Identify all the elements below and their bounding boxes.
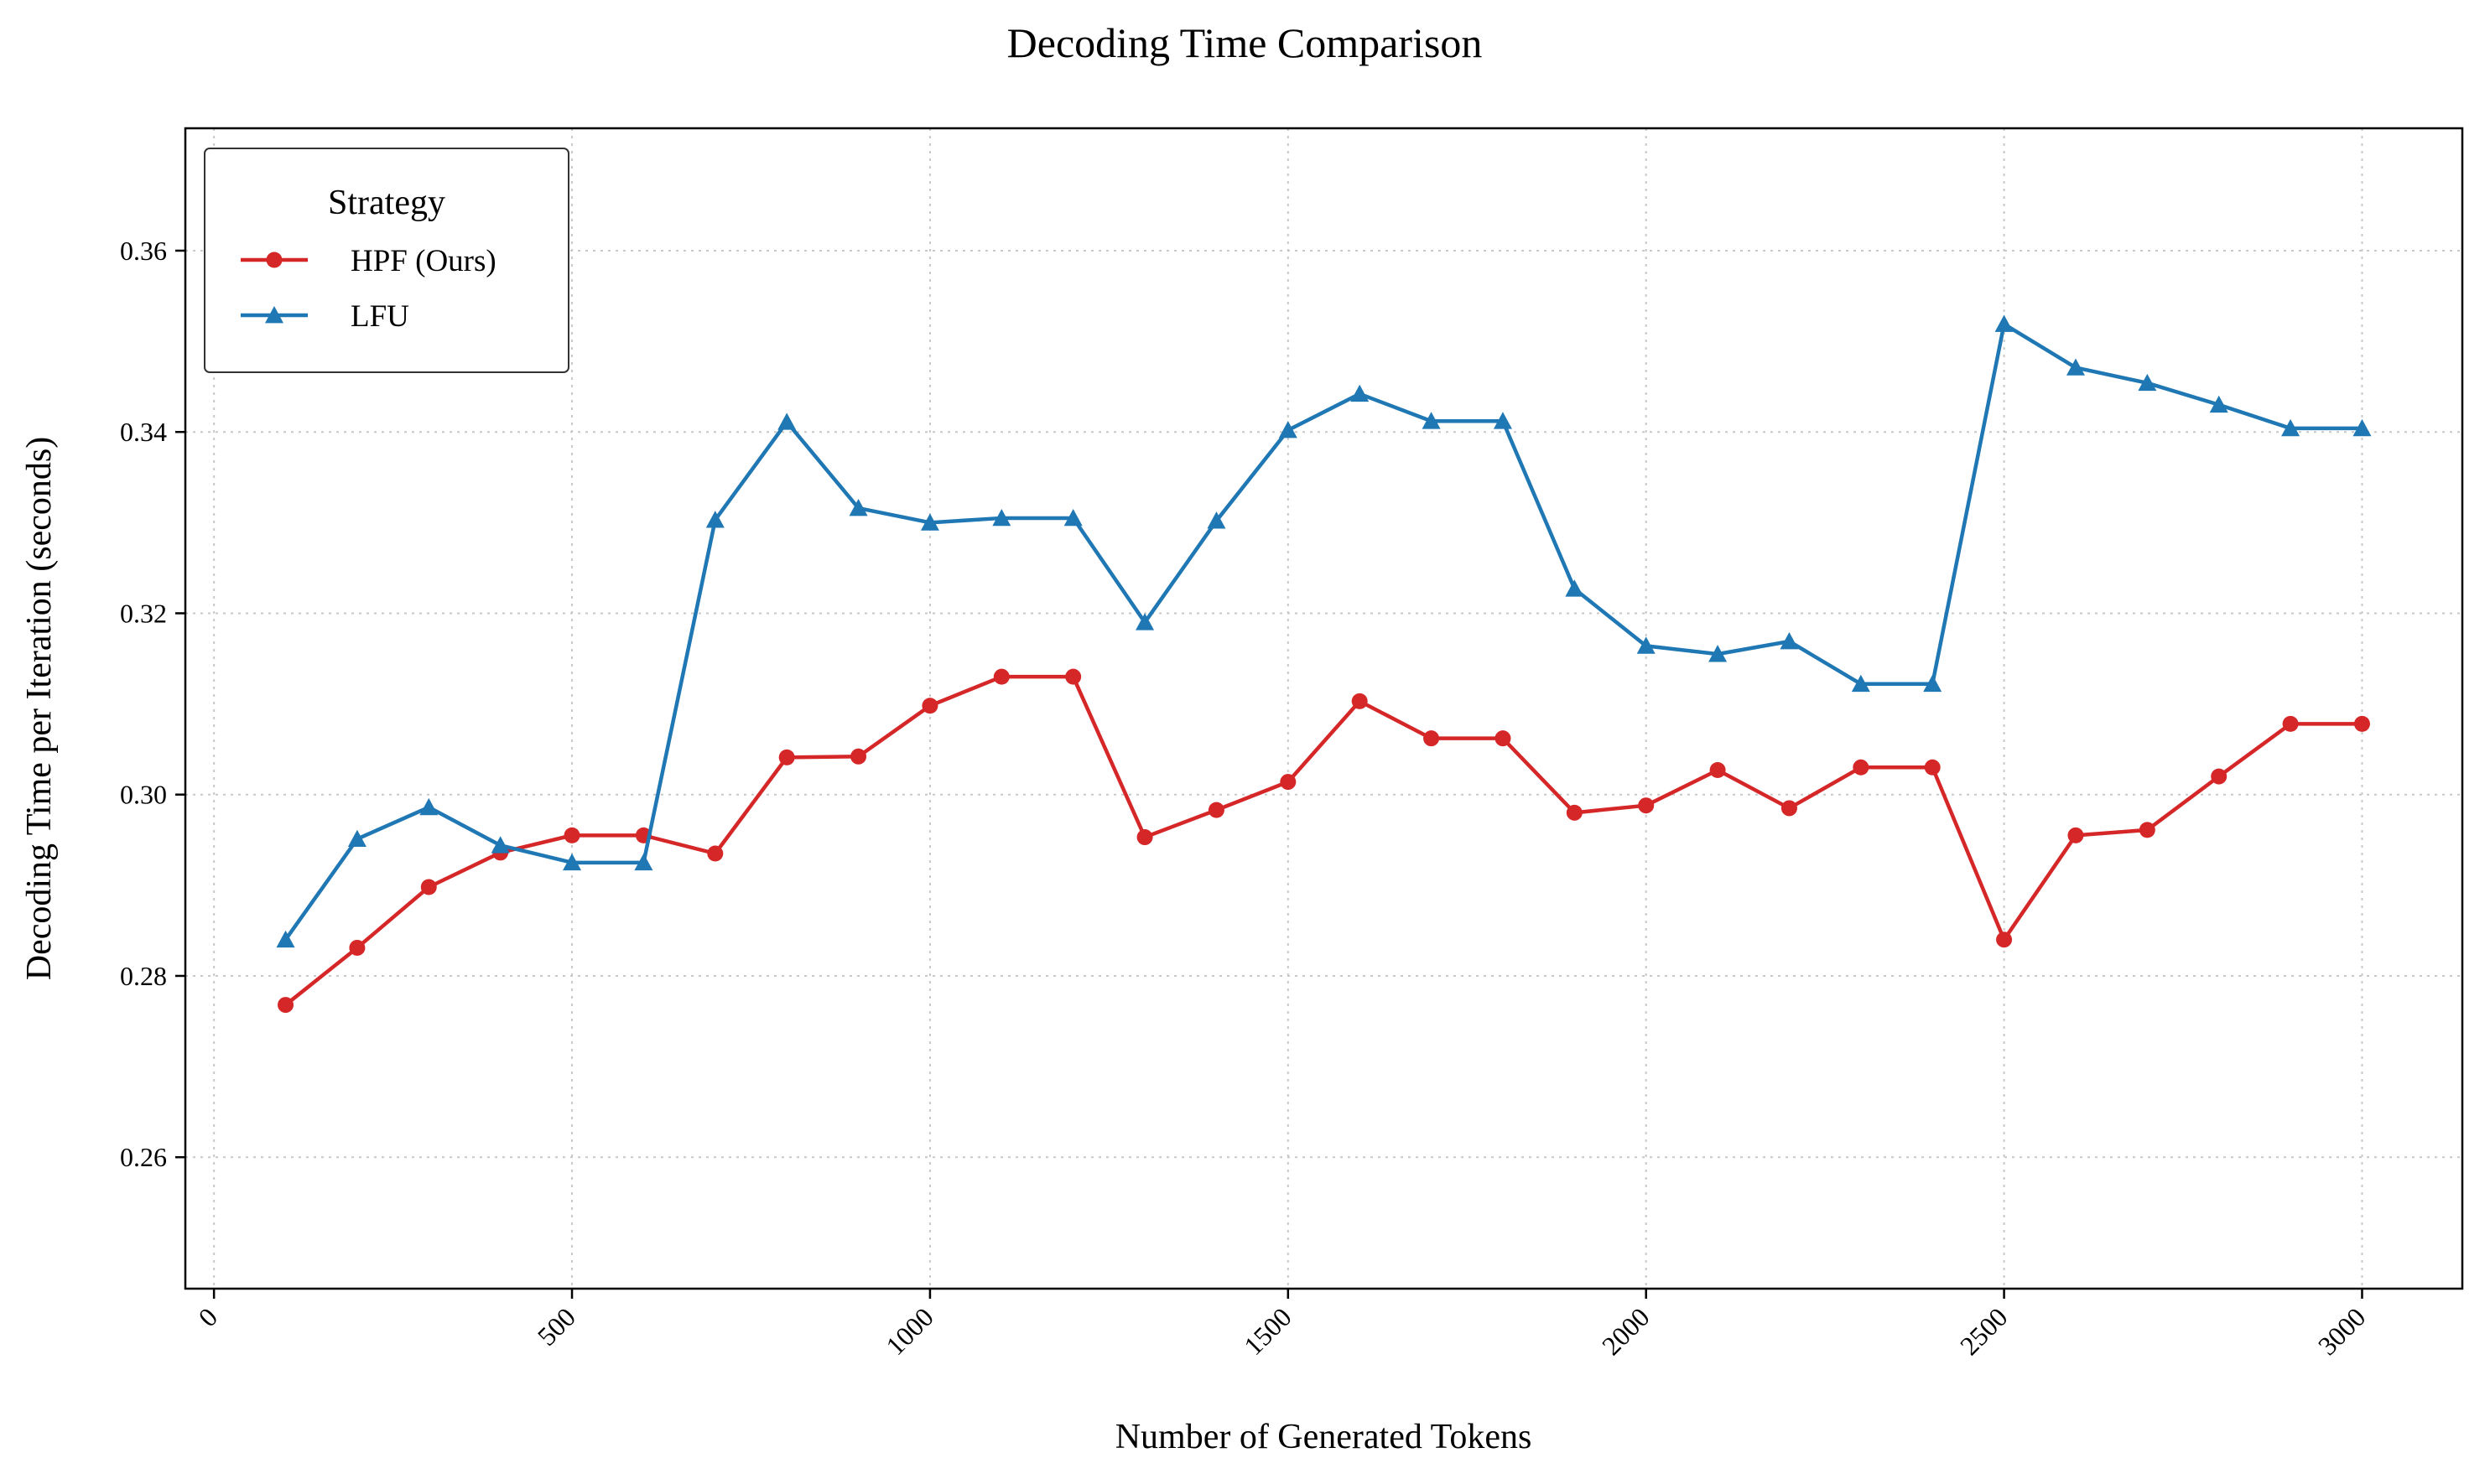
data-point-hpf	[1780, 800, 1797, 817]
y-tick-label: 0.34	[120, 417, 167, 447]
data-point-hpf	[2139, 822, 2155, 838]
data-point-lfu	[2209, 395, 2228, 413]
legend-entry-lfu: LFU	[241, 299, 409, 334]
data-point-hpf	[2353, 715, 2370, 732]
data-point-lfu	[777, 413, 797, 430]
data-point-lfu	[1708, 645, 1728, 662]
data-point-hpf	[564, 827, 580, 843]
data-point-hpf	[1351, 693, 1368, 709]
data-point-lfu	[992, 508, 1011, 527]
series-line-hpf	[284, 674, 2363, 1007]
legend: Strategy HPF (Ours) LFU	[204, 148, 569, 373]
x-tick-label: 2500	[1954, 1301, 2014, 1361]
data-point-lfu	[1063, 508, 1083, 527]
x-tick-label: 500	[532, 1301, 581, 1351]
y-axis-label: Decoding Time per Iteration (seconds)	[20, 437, 59, 981]
data-point-lfu	[2138, 373, 2157, 392]
data-point-hpf	[778, 749, 795, 765]
legend-marker-lfu	[265, 306, 283, 324]
data-point-lfu	[1422, 412, 1441, 429]
data-point-hpf	[993, 668, 1010, 685]
data-point-hpf	[1208, 802, 1224, 818]
data-point-hpf	[2067, 827, 2084, 843]
data-point-hpf	[1638, 797, 1655, 814]
data-point-lfu	[634, 853, 653, 871]
data-point-hpf	[1495, 730, 1511, 747]
legend-entry-hpf: HPF (Ours)	[241, 244, 496, 278]
data-point-lfu	[1278, 421, 1297, 438]
data-point-lfu	[347, 829, 366, 848]
data-point-hpf	[1065, 668, 1082, 685]
data-point-hpf	[278, 997, 294, 1014]
data-point-hpf	[349, 939, 366, 956]
data-point-lfu	[2352, 418, 2372, 437]
data-point-lfu	[2281, 418, 2300, 437]
x-tick-label: 2000	[1596, 1301, 1656, 1361]
data-point-lfu	[1851, 674, 1870, 693]
data-point-hpf	[850, 748, 867, 765]
data-point-lfu	[1493, 412, 1512, 429]
x-tick-label: 1000	[880, 1301, 939, 1361]
data-point-lfu	[1207, 511, 1226, 529]
x-axis-label: Number of Generated Tokens	[1115, 1418, 1532, 1456]
data-point-lfu	[705, 511, 725, 528]
data-point-lfu	[849, 499, 868, 516]
data-point-hpf	[922, 698, 938, 714]
data-point-lfu	[563, 853, 582, 871]
data-point-hpf	[2282, 715, 2299, 732]
data-point-lfu	[1565, 579, 1584, 597]
data-point-lfu	[1350, 384, 1370, 402]
y-tick-label: 0.32	[120, 598, 167, 628]
legend-title: Strategy	[328, 184, 445, 222]
data-point-hpf	[1853, 759, 1869, 776]
legend-label-lfu: LFU	[351, 299, 409, 334]
data-point-hpf	[2211, 768, 2227, 785]
series-layer	[276, 314, 2372, 1014]
x-tick-label: 1500	[1238, 1301, 1297, 1361]
data-point-hpf	[1136, 829, 1153, 846]
legend-marker-hpf	[266, 252, 283, 268]
data-point-lfu	[2066, 358, 2085, 376]
plot-area-frame	[184, 127, 2464, 1290]
series-hpf	[278, 668, 2370, 1014]
y-tick-label: 0.28	[120, 961, 167, 991]
data-point-lfu	[276, 930, 295, 948]
y-tick-label: 0.26	[120, 1142, 167, 1172]
legend-label-hpf: HPF (Ours)	[351, 244, 496, 278]
data-point-hpf	[1709, 762, 1726, 779]
y-axis: 0.26 0.28 0.30 0.32 0.34 0.36	[120, 236, 185, 1172]
data-point-lfu	[1136, 613, 1155, 630]
data-point-lfu	[1636, 636, 1656, 654]
data-point-hpf	[1996, 931, 2013, 948]
x-axis: 0 500 1000 1500 2000 2500 3000	[192, 1289, 2371, 1361]
data-point-hpf	[1423, 730, 1440, 747]
series-lfu	[276, 314, 2372, 948]
x-tick-label: 3000	[2312, 1301, 2372, 1361]
x-tick-label: 0	[192, 1301, 223, 1332]
data-point-lfu	[419, 797, 439, 816]
data-point-hpf	[707, 845, 724, 862]
chart-title: Decoding Time Comparison	[1007, 19, 1483, 66]
y-tick-label: 0.30	[120, 780, 167, 810]
data-point-lfu	[491, 836, 510, 854]
data-point-hpf	[1924, 759, 1941, 776]
data-point-hpf	[1280, 774, 1297, 791]
series-line-lfu	[283, 322, 2363, 942]
data-point-hpf	[420, 879, 437, 895]
data-point-lfu	[920, 513, 939, 531]
data-point-hpf	[1566, 804, 1583, 821]
data-point-lfu	[1923, 674, 1942, 693]
data-point-lfu	[1994, 314, 2014, 332]
data-point-lfu	[1780, 631, 1799, 650]
y-tick-label: 0.36	[120, 236, 167, 266]
